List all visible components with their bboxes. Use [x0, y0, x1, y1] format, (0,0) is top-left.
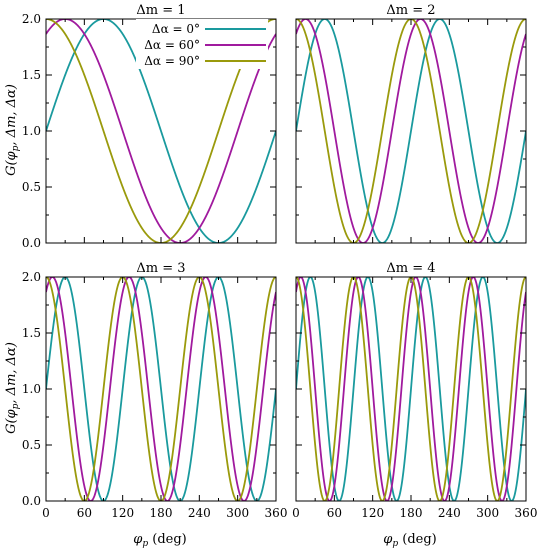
- x-tick-label: 120: [361, 506, 384, 520]
- y-tick-label: 0.5: [22, 438, 41, 452]
- series-line-alpha90: [296, 277, 526, 501]
- series-line-alpha60: [46, 19, 276, 243]
- y-tick-label: 0.0: [22, 236, 41, 250]
- x-tick-label: 360: [265, 506, 288, 520]
- legend-label-alpha60: Δα = 60°: [144, 38, 200, 52]
- series-line-alpha0: [46, 277, 276, 501]
- x-tick-label: 0: [292, 506, 300, 520]
- x-tick-label: 240: [438, 506, 461, 520]
- series-line-alpha60: [296, 19, 526, 243]
- panels: Δm = 1 0.0 0.5 1.0 1.5 2.0 Δm = 2 Δm = 3 0 60 120 1…: [22, 3, 538, 520]
- series-line-alpha60: [46, 277, 276, 501]
- y-axis-title-bottom: G(φp, Δm, Δα): [4, 342, 21, 434]
- y-tick-label: 1.0: [22, 382, 41, 396]
- x-tick-label: 300: [476, 506, 499, 520]
- x-axis-title-right: φp (deg): [383, 532, 437, 549]
- legend-label-alpha90: Δα = 90°: [144, 54, 200, 68]
- panel-title: Δm = 1: [136, 3, 185, 18]
- x-tick-label: 240: [188, 506, 211, 520]
- x-tick-label: 180: [150, 506, 173, 520]
- series-line-alpha0: [296, 277, 526, 501]
- y-tick-label: 2.0: [22, 270, 41, 284]
- panel-title: Δm = 2: [386, 3, 435, 18]
- y-tick-label: 1.0: [22, 124, 41, 138]
- legend: Δα = 0° Δα = 60° Δα = 90°: [136, 19, 268, 69]
- y-tick-label: 0.5: [22, 180, 41, 194]
- panel-title: Δm = 4: [386, 261, 435, 276]
- x-tick-label: 180: [400, 506, 423, 520]
- x-tick-label: 0: [42, 506, 50, 520]
- series-line-alpha90: [296, 19, 526, 243]
- x-tick-label: 300: [226, 506, 249, 520]
- series-line-alpha60: [296, 277, 526, 501]
- panel-dm-2: Δm = 2: [295, 3, 527, 244]
- y-tick-label: 1.5: [22, 326, 41, 340]
- x-axis-title-left: φp (deg): [133, 532, 187, 549]
- y-tick-label: 2.0: [22, 12, 41, 26]
- y-axis-title-top: G(φp, Δm, Δα): [4, 84, 21, 176]
- x-tick-label: 120: [111, 506, 134, 520]
- panel-title: Δm = 3: [136, 261, 185, 276]
- x-tick-label: 60: [77, 506, 92, 520]
- panel-dm-3: Δm = 3 0 60 120 180 240 300 360 0.0 0.5 1.0 1.5 2.0: [22, 261, 288, 520]
- y-tick-label: 0.0: [22, 494, 41, 508]
- legend-label-alpha0: Δα = 0°: [152, 22, 200, 36]
- y-tick-label: 1.5: [22, 68, 41, 82]
- panel-dm-4: Δm = 4 0 60 120 180 240 300 360: [292, 261, 537, 520]
- series-line-alpha90: [46, 19, 276, 243]
- x-tick-label: 60: [327, 506, 342, 520]
- x-tick-label: 360: [515, 506, 538, 520]
- series-line-alpha0: [296, 19, 526, 243]
